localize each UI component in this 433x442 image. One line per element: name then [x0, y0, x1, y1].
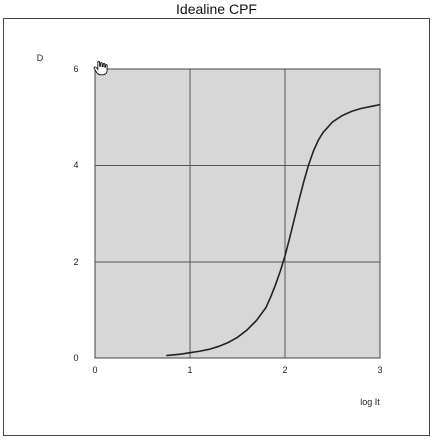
x-tick-label-1: 1 [187, 365, 192, 375]
y-tick-label-2: 2 [73, 257, 78, 267]
series-line [166, 103, 381, 357]
plot-group [94, 68, 381, 359]
y-tick-label-4: 4 [73, 160, 78, 170]
x-axis-label: log It [360, 397, 380, 407]
window-title: Idealine CPF [176, 1, 257, 17]
y-tick-label-6: 6 [73, 64, 78, 74]
y-axis-label: D [37, 53, 44, 63]
x-tick-label-3: 3 [377, 365, 382, 375]
y-tick-label-0: 0 [73, 353, 78, 363]
x-tick-label-0: 0 [92, 365, 97, 375]
hand-cursor-icon [93, 61, 108, 76]
x-tick-label-2: 2 [282, 365, 287, 375]
plot-area [94, 68, 381, 359]
